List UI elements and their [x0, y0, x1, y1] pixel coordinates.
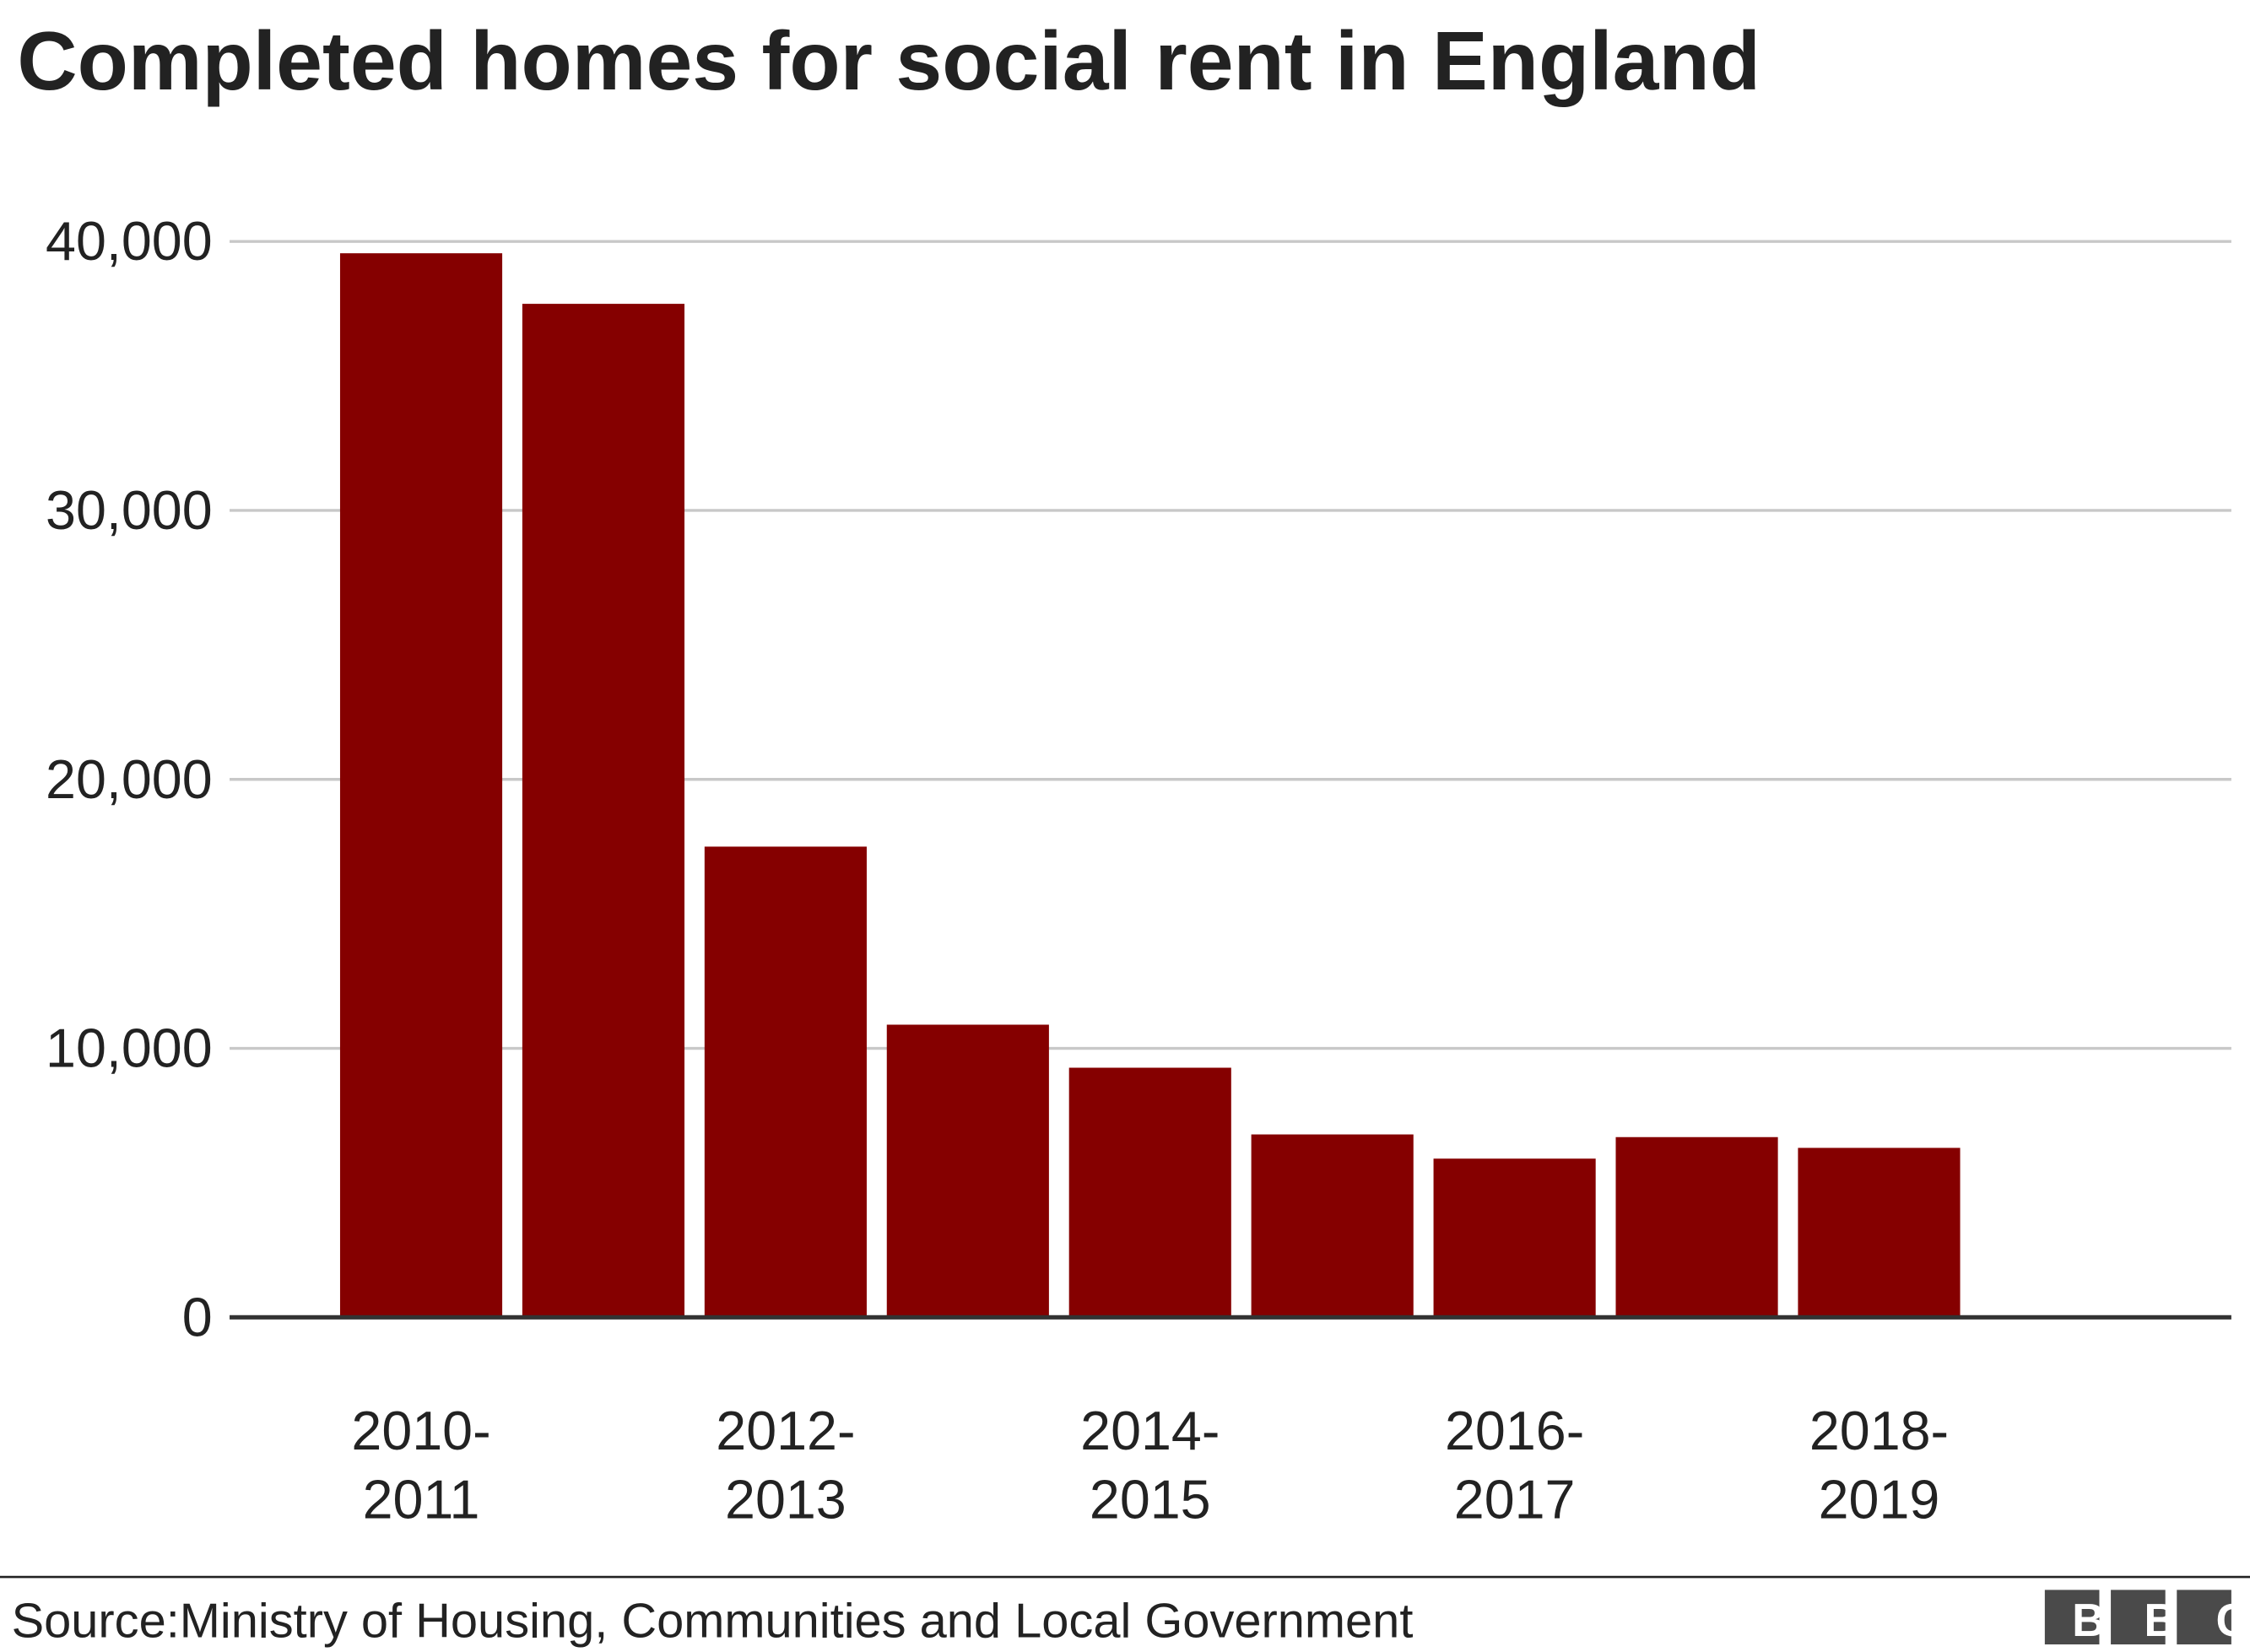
- logo-box: [2177, 1590, 2231, 1644]
- logo-box: [2044, 1590, 2100, 1644]
- bar: [1433, 1158, 1596, 1318]
- bar: [522, 304, 685, 1318]
- x-tick-label: 2016-2017: [1445, 1401, 1584, 1531]
- x-tick-label: 2014-2015: [1080, 1401, 1220, 1531]
- source: Source:Ministry of Housing, Communities …: [12, 1594, 1414, 1648]
- y-tick-label: 40,000: [46, 211, 213, 272]
- logo-box: [2111, 1590, 2166, 1644]
- logo: BBC: [2044, 1590, 2250, 1646]
- bar: [339, 253, 503, 1318]
- bar: [704, 846, 867, 1318]
- bar: [1251, 1134, 1414, 1318]
- bar: [886, 1024, 1049, 1318]
- x-tick-label: 2010-2011: [351, 1401, 490, 1531]
- x-tick-label: 2018-2019: [1809, 1401, 1949, 1531]
- y-tick-label: 0: [182, 1287, 213, 1347]
- logo-text: BBC: [2072, 1595, 2250, 1646]
- bar: [1798, 1147, 1961, 1318]
- bar: [1068, 1067, 1231, 1318]
- y-tick-label: 20,000: [46, 749, 213, 810]
- x-tick-label: 2012-2013: [716, 1401, 855, 1531]
- y-tick-label: 30,000: [46, 480, 213, 541]
- bar: [1615, 1136, 1778, 1318]
- chart-title: Completed homes for social rent in Engla…: [17, 14, 1761, 107]
- y-tick-label: 10,000: [46, 1018, 213, 1079]
